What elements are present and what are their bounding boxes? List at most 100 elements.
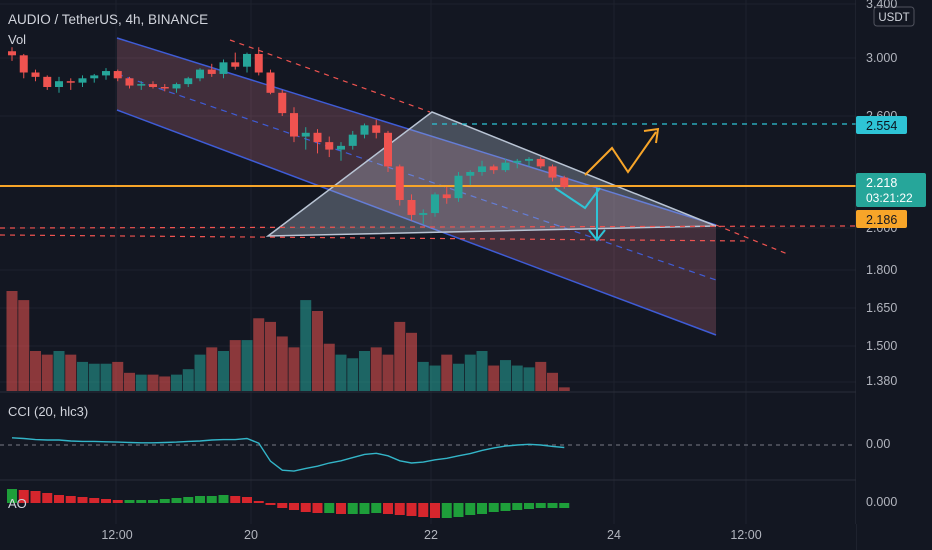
- ao-bar: [54, 495, 64, 503]
- ao-bar: [65, 496, 76, 503]
- volume-bar: [253, 318, 265, 391]
- volume-bar: [535, 361, 547, 391]
- ao-bar: [488, 503, 499, 512]
- volume-bar: [288, 347, 300, 391]
- volume-bar: [370, 347, 382, 391]
- candle-body: [384, 132, 392, 167]
- red-dashed-level: [0, 225, 857, 229]
- ao-bar: [453, 503, 464, 517]
- volume-bar: [65, 354, 77, 391]
- candle-body: [489, 166, 498, 171]
- ao-bar: [148, 500, 158, 503]
- last-price-label: 2.218: [866, 176, 897, 190]
- volume-bar: [323, 343, 335, 391]
- ao-bar: [477, 503, 487, 514]
- ao-bar: [336, 503, 346, 514]
- volume-bar: [476, 351, 488, 391]
- time-axis[interactable]: 12:00 20 22 24 12:00: [0, 524, 856, 550]
- ao-bar: [277, 503, 288, 508]
- volume-bar: [206, 347, 218, 391]
- ao-tick: 0.000: [866, 495, 897, 509]
- up-arrow-head: [643, 127, 660, 144]
- down-path: [554, 187, 601, 210]
- volume-bar: [558, 387, 570, 391]
- ao-bar: [324, 503, 335, 513]
- time-tick: 24: [607, 528, 621, 542]
- volume-bar: [147, 374, 159, 391]
- ao-pane: [7, 489, 570, 518]
- currency-label[interactable]: USDT: [878, 12, 909, 24]
- volume-bar: [523, 367, 535, 391]
- candle-body: [513, 160, 522, 163]
- ao-bar: [500, 503, 511, 511]
- ao-bar: [289, 503, 299, 510]
- last-price-badge: [856, 173, 926, 207]
- candle-body: [372, 125, 381, 133]
- volume-bar: [265, 321, 276, 391]
- ao-bar: [300, 503, 311, 512]
- volume-bar: [124, 372, 135, 391]
- candle-body: [43, 76, 52, 87]
- ao-bar: [465, 503, 476, 515]
- volume-bar: [77, 361, 88, 391]
- time-tick: 12:00: [730, 528, 761, 542]
- projection-arrows[interactable]: [554, 127, 660, 242]
- candle-body: [196, 69, 204, 79]
- candle-body: [254, 53, 263, 73]
- ao-bar: [18, 490, 29, 503]
- volume-bar: [453, 363, 464, 391]
- candle-body: [184, 78, 193, 85]
- ao-bar: [218, 495, 229, 503]
- down-arrow-head: [588, 229, 606, 242]
- volume-bars: [6, 291, 570, 391]
- ao-bar: [42, 493, 53, 503]
- candle-body: [102, 71, 110, 76]
- candle-body: [560, 177, 569, 187]
- ao-bar: [242, 497, 252, 503]
- volume-bar: [382, 354, 394, 391]
- ao-bar: [206, 496, 217, 503]
- ao-bar: [30, 491, 41, 503]
- volume-bar: [488, 365, 500, 391]
- candle-body: [172, 84, 181, 89]
- volume-bar: [30, 351, 41, 391]
- candle-body: [478, 166, 486, 172]
- time-tick: 12:00: [101, 528, 132, 542]
- candle-body: [149, 84, 157, 87]
- ao-bar: [77, 497, 88, 503]
- ao-bar: [535, 503, 546, 508]
- triangle-pattern[interactable]: [265, 111, 717, 237]
- ao-label: AO: [8, 496, 27, 511]
- up-path: [584, 131, 657, 176]
- ao-bar: [253, 501, 264, 503]
- ao-bar: [359, 503, 370, 514]
- candle-body: [160, 87, 169, 89]
- volume-bar: [500, 360, 511, 391]
- candle-body: [395, 166, 404, 200]
- candles[interactable]: [8, 47, 569, 225]
- ao-bar: [441, 503, 452, 518]
- ao-bar: [312, 503, 323, 513]
- cci-tick: 0.00: [866, 437, 890, 451]
- candle-body: [137, 84, 146, 86]
- candle-body: [243, 53, 251, 67]
- symbol-title: AUDIO / TetherUS, 4h, BINANCE: [8, 12, 208, 27]
- cci-line: [11, 437, 565, 472]
- price-tick: 3.400: [866, 0, 897, 11]
- volume-bar: [229, 340, 241, 391]
- horizontal-levels[interactable]: [0, 123, 857, 242]
- channel-upper-line: [116, 37, 717, 226]
- candle-body: [55, 81, 63, 87]
- candle-body: [431, 194, 439, 214]
- ao-bar: [124, 500, 135, 503]
- volume-bar: [18, 300, 30, 391]
- ao-bar: [383, 503, 393, 514]
- volume-label: Vol: [8, 32, 26, 47]
- price-axis[interactable]: USDT 3.400 3.000 2.600 2.000 1.800 1.650…: [856, 0, 932, 524]
- candle-body: [31, 72, 40, 77]
- candle-body: [90, 75, 99, 79]
- candle-body: [313, 132, 322, 143]
- candle-body: [337, 145, 345, 150]
- volume-bar: [88, 363, 100, 391]
